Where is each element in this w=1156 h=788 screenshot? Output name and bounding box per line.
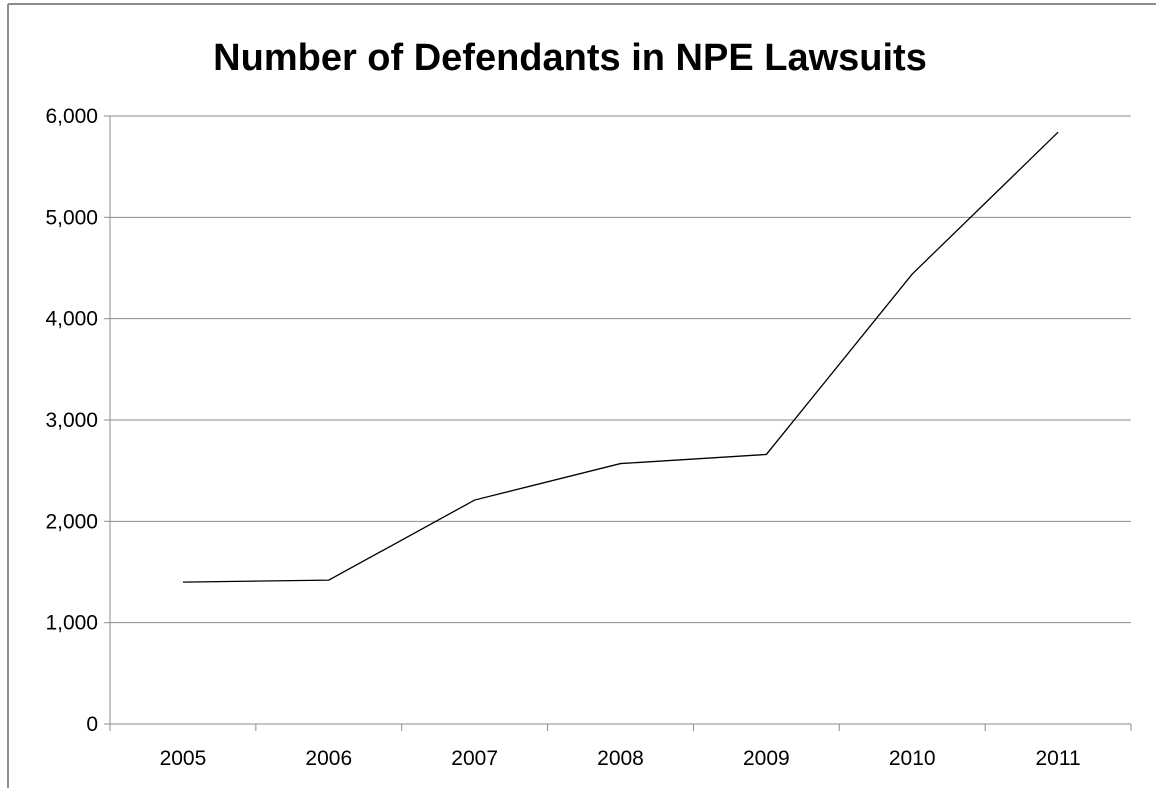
y-tick-label: 3,000	[45, 409, 98, 432]
x-tick-label: 2008	[597, 747, 644, 770]
y-tick-labels: 0 1,000 2,000 3,000 4,000 5,000 6,000	[45, 105, 98, 736]
gridlines	[110, 115, 1131, 624]
x-tick-label: 2007	[451, 747, 498, 770]
y-tick-label: 1,000	[45, 612, 98, 635]
y-tick-label: 2,000	[45, 510, 98, 533]
y-tick-label: 4,000	[45, 308, 98, 331]
series-line-0	[182, 131, 1059, 583]
chart-title: Number of Defendants in NPE Lawsuits	[213, 37, 927, 79]
series-layer	[182, 131, 1059, 583]
x-tick-label: 2006	[305, 747, 352, 770]
y-tick-label: 0	[86, 713, 98, 736]
y-tick-label: 6,000	[45, 105, 98, 128]
x-tick-label: 2010	[889, 747, 936, 770]
axes	[104, 115, 1132, 731]
x-tick-label: 2011	[1035, 747, 1080, 770]
y-tick-label: 5,000	[45, 206, 98, 229]
x-tick-label: 2009	[743, 747, 790, 770]
x-tick-label: 2005	[160, 747, 207, 770]
x-tick-labels: 2005 2006 2007 2008 2009 2010 2011	[160, 747, 1081, 770]
